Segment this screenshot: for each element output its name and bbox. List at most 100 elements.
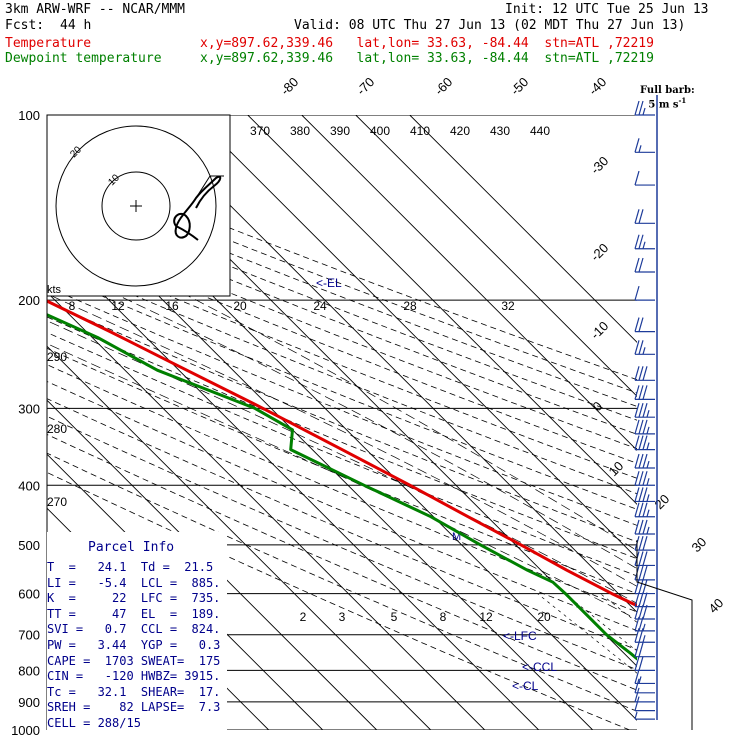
mixing-ratio-label: 2 bbox=[300, 610, 307, 624]
level-marker: <-CL bbox=[512, 679, 539, 693]
isotherm-label: -20 bbox=[588, 240, 612, 264]
parcel-info-backdrop bbox=[47, 532, 227, 730]
isotherm-label: -50 bbox=[508, 74, 532, 98]
wind-barb bbox=[634, 519, 655, 535]
wind-barb bbox=[634, 317, 655, 333]
hodograph-origin bbox=[130, 200, 142, 212]
wind-barb bbox=[634, 100, 655, 116]
moist-adiabat bbox=[47, 225, 637, 551]
theta-label: 380 bbox=[290, 124, 310, 138]
wind-barb bbox=[634, 209, 655, 224]
wind-barb bbox=[634, 487, 655, 503]
isotherm-label: -10 bbox=[588, 318, 612, 342]
moist-adiabat-label: 28 bbox=[403, 299, 417, 313]
pressure-tick-label: 100 bbox=[18, 108, 40, 123]
level-marker: <-EL bbox=[316, 276, 342, 290]
pressure-tick-label: 400 bbox=[18, 478, 40, 493]
mixing-ratio-line bbox=[537, 593, 637, 674]
mixing-ratio-label: 5 bbox=[391, 610, 398, 624]
full-barb-note: Full barb: 5 m s-1 bbox=[640, 86, 695, 110]
hodograph-trace-tail bbox=[195, 175, 224, 199]
isotherm-label: 40 bbox=[706, 595, 727, 616]
parcel-info-row: CIN = -120 HWBZ= 3915. bbox=[47, 669, 221, 684]
wind-barb bbox=[634, 628, 655, 643]
isotherm-line bbox=[47, 399, 378, 730]
pressure-tick-label: 500 bbox=[18, 538, 40, 553]
pressure-tick-label: 800 bbox=[18, 663, 40, 678]
dry-adiabat bbox=[47, 472, 630, 730]
dry-adiabat bbox=[47, 217, 637, 450]
mixing-ratio-line bbox=[666, 594, 740, 730]
temperature-trace bbox=[47, 299, 637, 608]
parcel-info-row: SVI = 0.7 CCL = 824. bbox=[47, 622, 221, 637]
isotherm-label: -80 bbox=[278, 74, 302, 98]
wind-barb bbox=[634, 711, 655, 720]
mixing-ratio-line bbox=[707, 594, 740, 730]
parcel-info-row: PW = 3.44 YGP = 0.3 bbox=[47, 638, 221, 652]
dry-adiabat bbox=[47, 301, 637, 543]
wind-barb bbox=[634, 502, 655, 518]
mixing-ratio-label: 12 bbox=[479, 610, 493, 624]
theta-label: 390 bbox=[330, 124, 350, 138]
mixing-ratio-line bbox=[634, 593, 637, 596]
full-barb-sup: -1 bbox=[678, 96, 687, 105]
mixing-ratio-label: 8 bbox=[440, 610, 447, 624]
dry-adiabat bbox=[47, 257, 637, 495]
isotherm-line bbox=[139, 115, 637, 613]
wind-barb bbox=[634, 403, 655, 418]
theta-label-left: 270 bbox=[47, 495, 67, 509]
isotherm-line bbox=[47, 237, 540, 730]
dry-adiabat bbox=[47, 381, 637, 632]
wind-barb bbox=[634, 592, 655, 608]
mixing-ratio-line bbox=[564, 593, 637, 652]
wind-barb bbox=[634, 366, 655, 381]
hodograph-ring-inner bbox=[101, 171, 171, 241]
wind-barb bbox=[634, 551, 655, 567]
wind-barb bbox=[634, 471, 655, 486]
pressure-tick-label: 600 bbox=[18, 587, 40, 602]
isotherm-line bbox=[47, 345, 432, 730]
moist-adiabat bbox=[47, 262, 637, 570]
theta-label: 410 bbox=[410, 124, 430, 138]
forecast-label: Fcst: bbox=[5, 18, 45, 33]
init-time: Init: 12 UTC Tue 25 Jun 13 bbox=[505, 2, 709, 17]
parcel-info-row: CAPE = 1703 SWEAT= 175 bbox=[47, 653, 221, 668]
wind-barb bbox=[634, 170, 655, 186]
isotherm-label: 0 bbox=[590, 398, 606, 414]
dry-adiabat bbox=[47, 286, 637, 526]
pressure-tick-label: 700 bbox=[18, 628, 40, 643]
level-marker: <-LFC bbox=[503, 629, 537, 643]
mixing-ratio-label: 3 bbox=[339, 610, 346, 624]
dry-adiabat bbox=[47, 452, 637, 712]
isotherm-line bbox=[247, 115, 637, 505]
isotherm-line bbox=[409, 115, 637, 343]
dry-adiabat bbox=[47, 398, 637, 651]
temperature-station-info: x,y=897.62,339.46 lat,lon= 33.63, -84.44… bbox=[200, 36, 654, 51]
wind-barb bbox=[634, 385, 655, 400]
isotherm-label: -40 bbox=[586, 74, 610, 98]
wind-barb bbox=[634, 138, 655, 153]
level-marker: <-CCL bbox=[522, 660, 557, 674]
valid-time: Valid: 08 UTC Thu 27 Jun 13 (02 MDT Thu … bbox=[294, 18, 686, 33]
full-barb-line2: 5 m s bbox=[648, 99, 679, 111]
wind-barb bbox=[634, 340, 655, 355]
pressure-tick-label: 200 bbox=[18, 293, 40, 308]
dry-adiabat bbox=[47, 204, 637, 435]
wind-barb bbox=[634, 535, 655, 551]
wind-barb bbox=[634, 285, 655, 301]
isotherm-line bbox=[193, 115, 637, 559]
theta-label: 400 bbox=[370, 124, 390, 138]
hodograph-ring-outer bbox=[55, 125, 217, 287]
wind-barb bbox=[634, 656, 655, 672]
dry-adiabat bbox=[47, 243, 637, 479]
moist-adiabat-label: 24 bbox=[313, 299, 327, 313]
wind-barb bbox=[634, 234, 655, 250]
moist-adiabat-label: 16 bbox=[165, 299, 179, 313]
wind-barb bbox=[634, 669, 655, 685]
parcel-info-row: TT = 47 EL = 189. bbox=[47, 606, 221, 621]
isotherm-line bbox=[301, 115, 637, 451]
pressure-tick-label: 900 bbox=[18, 695, 40, 710]
parcel-info-title: Parcel Info bbox=[88, 540, 175, 555]
isotherm-label: 30 bbox=[689, 534, 710, 555]
forecast-hours: 44 h bbox=[60, 18, 92, 33]
